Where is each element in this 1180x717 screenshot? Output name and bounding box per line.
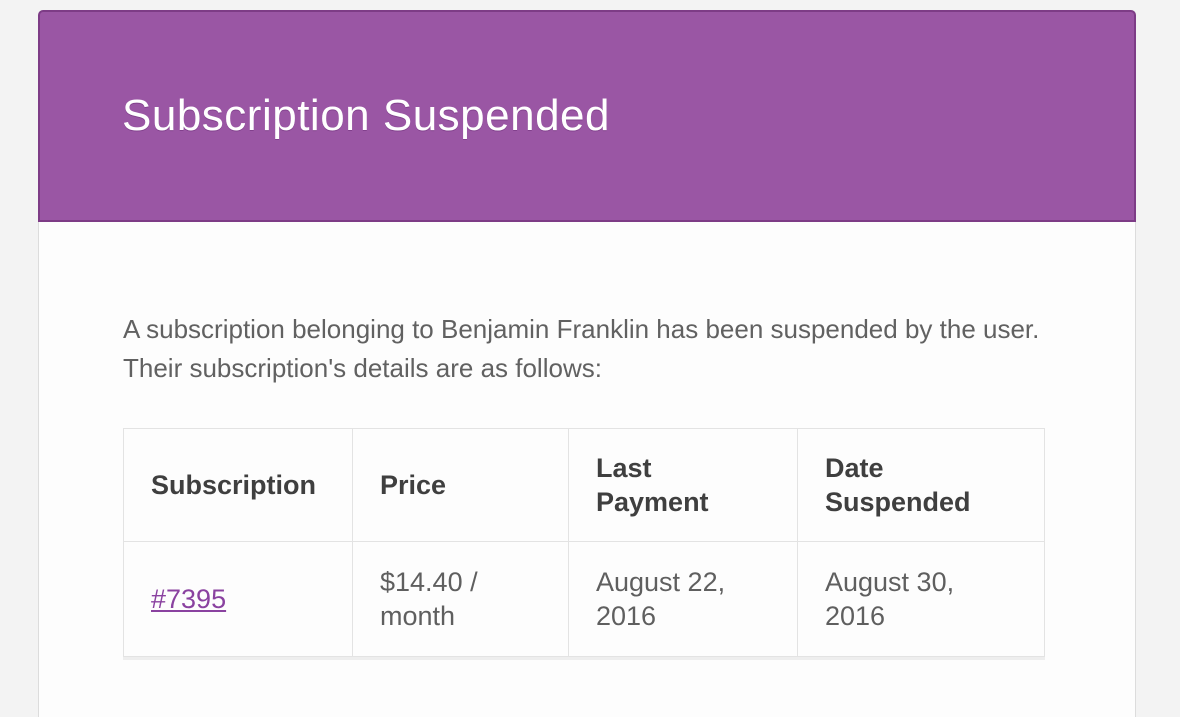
intro-line-1: A subscription belonging to Benjamin Fra… bbox=[123, 314, 1040, 344]
page-title: Subscription Suspended bbox=[122, 91, 610, 140]
column-header-price: Price bbox=[352, 428, 569, 542]
table-row: #7395 $14.40 / month August 22, 2016 Aug… bbox=[123, 541, 1045, 657]
email-body: A subscription belonging to Benjamin Fra… bbox=[38, 222, 1136, 717]
cell-price: $14.40 / month bbox=[352, 541, 569, 657]
subscription-link[interactable]: #7395 bbox=[151, 584, 227, 614]
cell-subscription-id: #7395 bbox=[123, 541, 353, 657]
column-header-subscription: Subscription bbox=[123, 428, 353, 542]
column-header-date-suspended: Date Suspended bbox=[797, 428, 1045, 542]
email-container: Subscription Suspended A subscription be… bbox=[38, 10, 1136, 717]
intro-line-2: Their subscription's details are as foll… bbox=[123, 353, 602, 383]
subscription-details-table: Subscription Price Last Payment Date Sus… bbox=[123, 428, 1045, 657]
table-header-row: Subscription Price Last Payment Date Sus… bbox=[123, 428, 1045, 542]
cell-last-payment: August 22, 2016 bbox=[568, 541, 798, 657]
cell-date-suspended: August 30, 2016 bbox=[797, 541, 1045, 657]
email-header: Subscription Suspended bbox=[38, 10, 1136, 222]
intro-text: A subscription belonging to Benjamin Fra… bbox=[123, 310, 1049, 388]
column-header-last-payment: Last Payment bbox=[568, 428, 798, 542]
